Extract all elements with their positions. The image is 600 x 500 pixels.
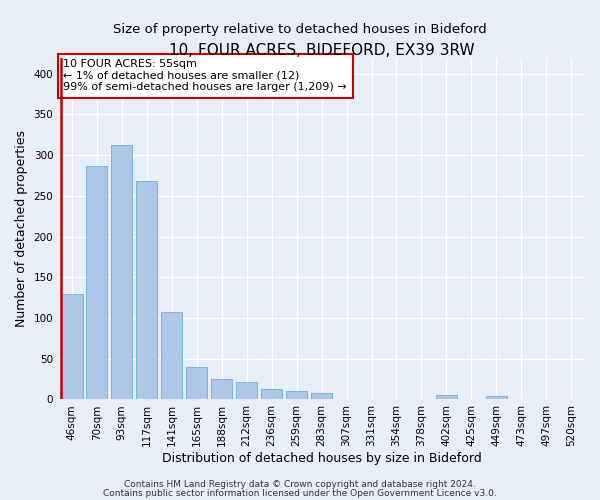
Y-axis label: Number of detached properties: Number of detached properties bbox=[15, 130, 28, 327]
Bar bbox=[186, 367, 208, 400]
Bar bbox=[136, 182, 157, 400]
Bar bbox=[436, 396, 457, 400]
Bar bbox=[161, 312, 182, 400]
Bar bbox=[286, 392, 307, 400]
Bar bbox=[486, 396, 507, 400]
Bar bbox=[236, 382, 257, 400]
Bar bbox=[86, 166, 107, 400]
Bar bbox=[211, 379, 232, 400]
Title: 10, FOUR ACRES, BIDEFORD, EX39 3RW: 10, FOUR ACRES, BIDEFORD, EX39 3RW bbox=[169, 42, 475, 58]
Bar bbox=[61, 294, 83, 400]
X-axis label: Distribution of detached houses by size in Bideford: Distribution of detached houses by size … bbox=[162, 452, 481, 465]
Text: 10 FOUR ACRES: 55sqm
← 1% of detached houses are smaller (12)
99% of semi-detach: 10 FOUR ACRES: 55sqm ← 1% of detached ho… bbox=[64, 59, 347, 92]
Text: Contains HM Land Registry data © Crown copyright and database right 2024.: Contains HM Land Registry data © Crown c… bbox=[124, 480, 476, 489]
Text: Contains public sector information licensed under the Open Government Licence v3: Contains public sector information licen… bbox=[103, 488, 497, 498]
Bar bbox=[311, 393, 332, 400]
Bar bbox=[111, 144, 133, 400]
Bar bbox=[261, 389, 282, 400]
Text: Size of property relative to detached houses in Bideford: Size of property relative to detached ho… bbox=[113, 22, 487, 36]
